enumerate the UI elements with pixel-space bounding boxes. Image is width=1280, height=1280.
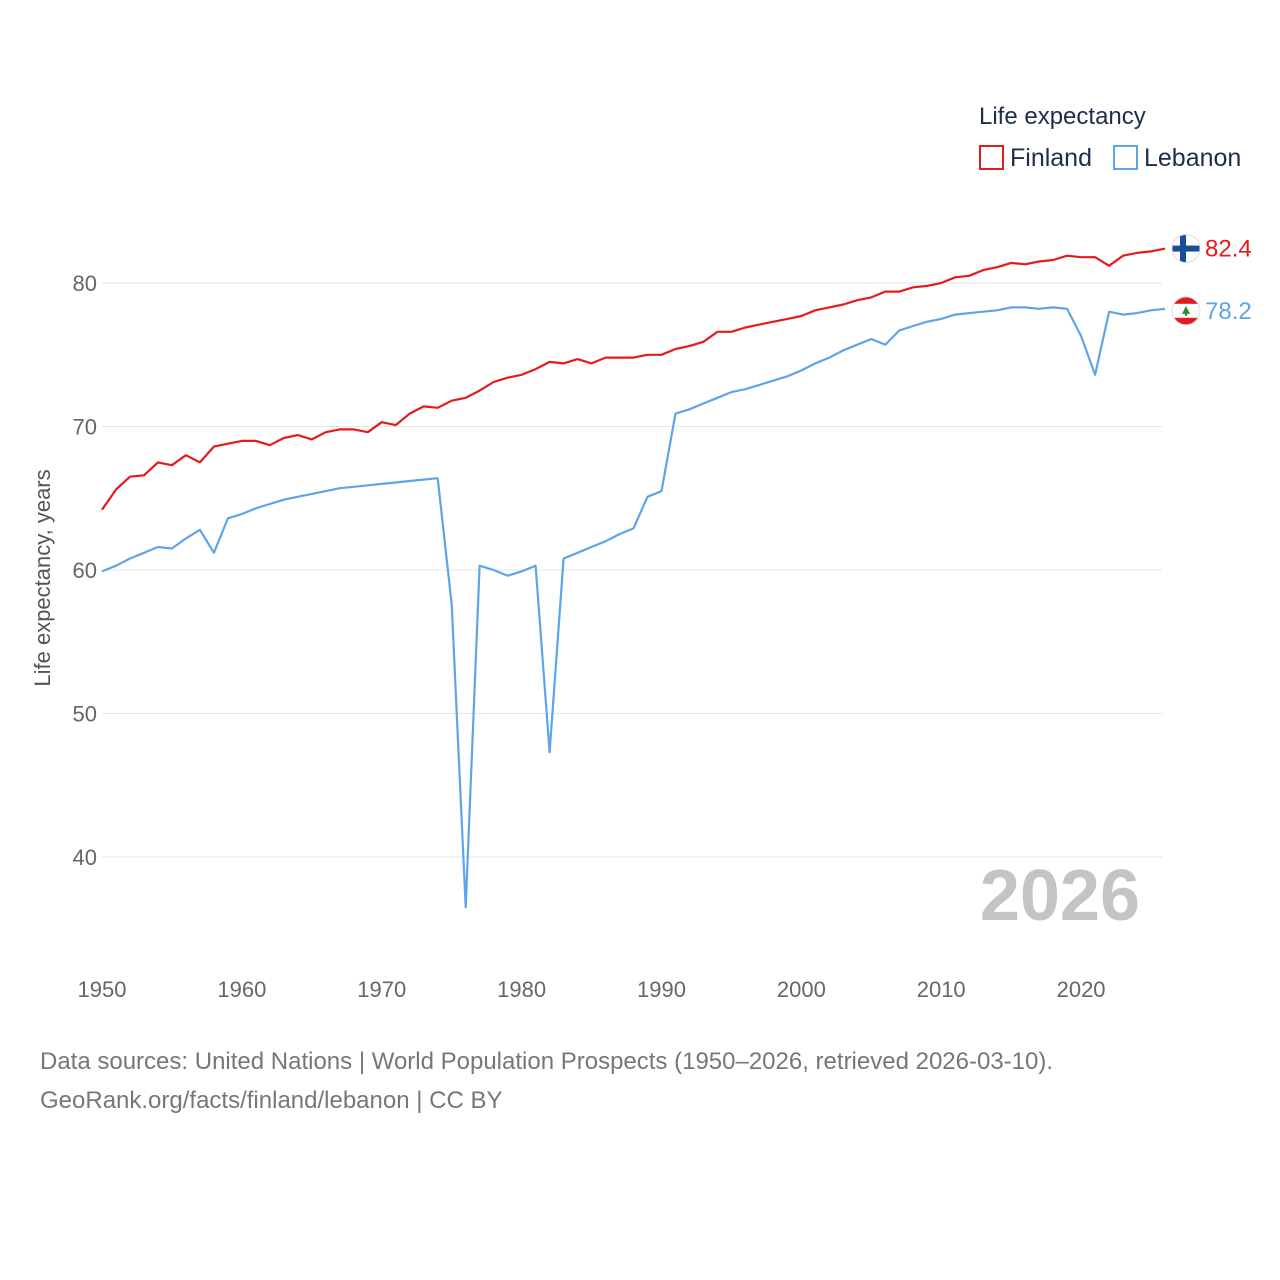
- x-axis-ticks: 1950 1960 1970 1980 1990 2000 2010 2020: [78, 977, 1106, 1002]
- y-tick-label: 70: [73, 415, 97, 440]
- x-tick-label: 2000: [777, 977, 826, 1002]
- series-line-lebanon: [101, 306, 1166, 909]
- y-axis-label: Life expectancy, years: [30, 469, 55, 686]
- x-tick-label: 1960: [217, 977, 266, 1002]
- gridlines: [102, 282, 1162, 858]
- y-tick-label: 40: [73, 845, 97, 870]
- current-year-label: 2026: [980, 856, 1140, 936]
- legend-label-lebanon: Lebanon: [1144, 144, 1241, 172]
- source-line: Data sources: United Nations | World Pop…: [40, 1048, 1054, 1075]
- x-tick-label: 1970: [357, 977, 406, 1002]
- legend-swatch-lebanon: [1113, 145, 1138, 170]
- y-tick-label: 60: [73, 558, 97, 583]
- finland-end-value: 82.4: [1205, 236, 1252, 263]
- series-lines: [101, 247, 1166, 909]
- x-tick-label: 1980: [497, 977, 546, 1002]
- y-axis-ticks: 40 50 60 70 80: [73, 271, 97, 870]
- x-tick-label: 2020: [1057, 977, 1106, 1002]
- lebanon-end-value: 78.2: [1205, 298, 1252, 325]
- x-tick-label: 1990: [637, 977, 686, 1002]
- y-tick-label: 80: [73, 271, 97, 296]
- legend: Life expectancy Finland Lebanon: [979, 103, 1241, 172]
- finland-flag-icon: [1171, 234, 1201, 264]
- data-source-footer: Data sources: United Nations | World Pop…: [40, 1042, 1053, 1120]
- attribution-link[interactable]: GeoRank.org/facts/finland/lebanon | CC B…: [40, 1087, 503, 1114]
- x-tick-label: 1950: [78, 977, 127, 1002]
- legend-title: Life expectancy: [979, 103, 1146, 130]
- lebanon-flag-icon: [1171, 296, 1201, 326]
- series-line-finland: [101, 247, 1166, 511]
- line-chart: 40 50 60 70 80 1950 1960 1970 1980 1990 2000 2010 2…: [30, 103, 1252, 1002]
- legend-swatch-finland: [979, 145, 1004, 170]
- legend-label-finland: Finland: [1010, 144, 1092, 172]
- x-tick-label: 2010: [917, 977, 966, 1002]
- y-tick-label: 50: [73, 702, 97, 727]
